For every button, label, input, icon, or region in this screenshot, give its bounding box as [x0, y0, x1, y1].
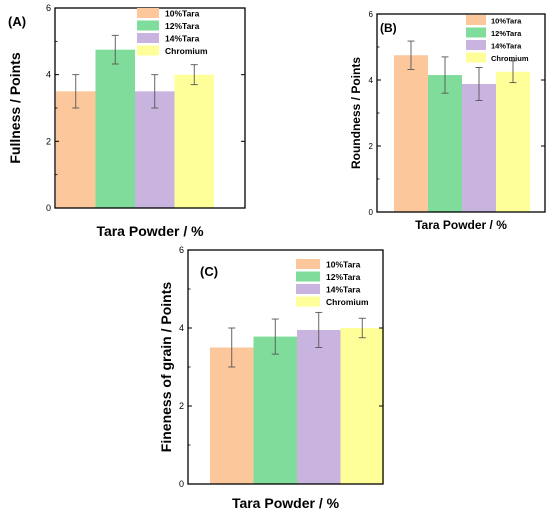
- x-axis-title: Tara Powder / %: [96, 223, 204, 239]
- legend-label-2: 12%Tara: [491, 29, 522, 38]
- bar-1: [210, 347, 254, 484]
- legend-label-2: 12%Tara: [165, 21, 200, 31]
- error-bar-2: [441, 56, 449, 94]
- legend-label-4: Chromium: [165, 46, 208, 56]
- legend-swatch-3: [296, 284, 320, 294]
- bar-2: [428, 75, 462, 212]
- bar-4: [496, 71, 530, 212]
- legend-swatch-2: [296, 271, 320, 282]
- y-axis-title: Roundness / Points: [349, 57, 363, 169]
- y-axis: 0 2 4 6: [369, 10, 545, 217]
- y-tick-label: 2: [46, 136, 51, 146]
- legend-label-3: 14%Tara: [326, 285, 361, 295]
- y-tick-label: 2: [369, 142, 374, 151]
- error-bar-3: [315, 311, 323, 348]
- panel-label: (C): [200, 264, 218, 279]
- error-bar-2: [271, 318, 279, 355]
- y-tick-label: 0: [179, 479, 184, 489]
- panel-a: 0 2 4 6 (A) Tara Powder / % Fullness / Points 1…: [7, 3, 246, 239]
- panel-label: (A): [8, 14, 26, 29]
- x-axis-title: Tara Powder / %: [415, 218, 507, 232]
- legend-label-3: 14%Tara: [165, 34, 200, 44]
- error-bar-4: [358, 317, 366, 339]
- bar-1: [394, 55, 428, 212]
- error-bar-3: [151, 74, 159, 109]
- error-bar-1: [228, 327, 236, 368]
- panel-b: 0 2 4 6 (B) Tara Powder / % Roundness / Points…: [349, 10, 546, 232]
- y-tick-label: 6: [369, 10, 374, 19]
- legend: 10%Tara 12%Tara 14%Tara Chromium: [296, 259, 369, 307]
- y-tick-label: 4: [179, 323, 184, 333]
- legend-label-2: 12%Tara: [326, 272, 361, 282]
- legend-swatch-1: [296, 259, 320, 269]
- y-tick-label: 6: [46, 3, 51, 13]
- panel-c: 0 2 4 6 (C) Tara Powder / % Fineness of grain …: [158, 245, 384, 511]
- error-bar-1: [407, 40, 415, 70]
- bar-2: [95, 49, 135, 208]
- bar-3: [135, 91, 175, 208]
- panel-label: (B): [380, 21, 397, 35]
- y-axis: 0 2 4 6: [179, 245, 383, 489]
- bar-3: [462, 83, 496, 213]
- legend-swatch-1: [466, 15, 486, 25]
- legend-label-1: 10%Tara: [326, 260, 361, 270]
- bar-4: [174, 74, 214, 209]
- y-axis: 0 2 4 6: [46, 3, 245, 213]
- error-bar-3: [475, 67, 483, 101]
- legend-label-4: Chromium: [491, 54, 529, 63]
- y-tick-label: 0: [46, 203, 51, 213]
- error-bar-4: [190, 64, 198, 86]
- bar-2: [253, 336, 297, 484]
- legend-label-4: Chromium: [326, 297, 369, 307]
- y-tick-label: 6: [179, 245, 184, 255]
- error-bar-1: [72, 74, 80, 109]
- legend-label-3: 14%Tara: [491, 42, 522, 51]
- bar-1: [56, 91, 96, 208]
- legend-swatch-4: [296, 296, 320, 307]
- legend-swatch-1: [137, 8, 159, 18]
- y-tick-label: 0: [369, 208, 374, 217]
- legend-swatch-3: [466, 40, 486, 50]
- x-axis-title: Tara Powder / %: [232, 495, 340, 511]
- y-axis-title: Fineness of grain / Points: [158, 282, 174, 453]
- legend: 10%Tara 12%Tara 14%Tara Chromium: [137, 8, 208, 56]
- error-bar-2: [111, 34, 119, 65]
- y-tick-label: 4: [369, 76, 374, 85]
- legend: 10%Tara 12%Tara 14%Tara Chromium: [466, 15, 529, 63]
- legend-swatch-3: [137, 33, 159, 43]
- legend-label-1: 10%Tara: [165, 9, 200, 19]
- y-tick-label: 2: [179, 401, 184, 411]
- legend-swatch-2: [466, 27, 486, 38]
- legend-label-1: 10%Tara: [491, 17, 522, 26]
- bar-3: [297, 329, 341, 484]
- bar-4: [340, 328, 384, 484]
- legend-swatch-4: [466, 52, 486, 63]
- legend-swatch-4: [137, 45, 159, 56]
- y-tick-label: 4: [46, 70, 51, 80]
- legend-swatch-2: [137, 20, 159, 31]
- error-bar-4: [509, 60, 517, 84]
- y-axis-title: Fullness / Points: [7, 52, 23, 163]
